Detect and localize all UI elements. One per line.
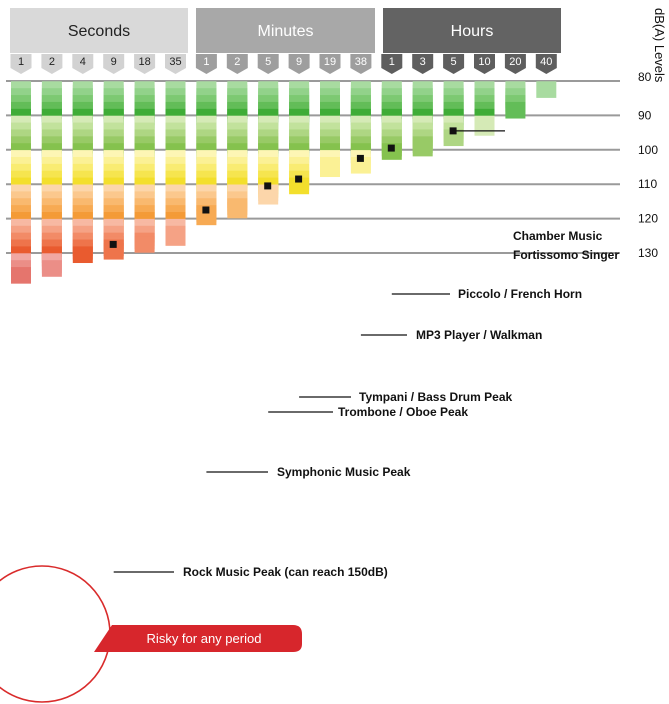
annotation-label-2: Piccolo / French Horn — [458, 287, 582, 301]
tab-label-seconds: Seconds — [68, 23, 130, 40]
badge-label-seconds-35: 35 — [169, 56, 181, 68]
badge-seconds-35 — [165, 54, 186, 74]
badge-seconds-9 — [103, 54, 125, 74]
annotation-marker-4 — [295, 175, 303, 183]
tab-seconds — [10, 8, 188, 53]
y-axis-label: dB(A) Levels — [652, 8, 667, 83]
risk-circle — [0, 565, 111, 703]
badge-label-seconds-4: 4 — [80, 56, 86, 68]
y-tick-100: 100 — [638, 143, 658, 157]
annotation-marker-5 — [264, 182, 272, 190]
cell-c9-db111 — [258, 187, 279, 205]
badge-minutes-1 — [195, 54, 217, 74]
risk-callout-label: Risky for any period — [147, 631, 262, 646]
annotation-label-1-line2: Fortissomo Singer — [513, 248, 619, 262]
annotation-marker-3 — [356, 154, 364, 162]
badge-label-hours-5: 5 — [451, 56, 457, 68]
risk-zone: Risky for any period — [0, 565, 302, 703]
y-tick-130: 130 — [638, 246, 658, 260]
annotation-marker-7 — [109, 240, 117, 248]
tab-hours — [383, 8, 561, 53]
badge-minutes-2 — [226, 54, 248, 74]
cell-c6-db123 — [165, 229, 186, 246]
badge-minutes-9 — [288, 54, 310, 74]
cell-c4-db127 — [103, 242, 124, 260]
duration-tabs: Seconds Minutes Hours — [10, 8, 561, 53]
cell-c17-db86 — [505, 101, 526, 119]
cell-c12-db102 — [350, 156, 371, 174]
badge-seconds-18 — [134, 54, 156, 74]
cell-c18-db80 — [536, 81, 557, 98]
badge-label-minutes-1: 1 — [203, 56, 209, 68]
cell-c1-db134 — [11, 267, 31, 284]
cell-c8-db115 — [227, 201, 248, 219]
annotation-label-4: Tympani / Bass Drum Peak — [359, 390, 512, 404]
badge-label-hours-1: 1 — [389, 56, 395, 68]
badge-hours-3 — [412, 54, 434, 74]
badge-seconds-1 — [10, 54, 32, 74]
cell-c3-db128 — [72, 246, 93, 264]
badge-label-hours-40: 40 — [540, 56, 552, 68]
badge-minutes-19 — [319, 54, 341, 74]
badge-hours-5 — [443, 54, 465, 74]
badge-label-seconds-1: 1 — [18, 56, 24, 68]
badge-label-minutes-5: 5 — [265, 56, 271, 68]
badge-label-hours-10: 10 — [478, 56, 490, 68]
badge-label-minutes-9: 9 — [296, 56, 302, 68]
y-tick-90: 90 — [638, 108, 652, 122]
cell-c2-db132 — [41, 260, 62, 277]
y-tick-80: 80 — [638, 70, 652, 84]
duration-badges: 1 2 4 9 18 35 1 2 5 9 19 38 1 3 5 10 20 40 — [10, 54, 557, 74]
y-tick-labels: 80 90 100 110 120 130 — [638, 70, 658, 260]
badge-hours-40 — [535, 54, 557, 74]
cell-c14-db97 — [412, 139, 433, 157]
risk-callout — [94, 625, 302, 652]
annotation-label-7: Rock Music Peak (can reach 150dB) — [183, 565, 388, 579]
badge-label-seconds-2: 2 — [49, 56, 55, 68]
cell-c10-db108 — [289, 177, 310, 195]
annotation-label-6: Symphonic Music Peak — [277, 465, 411, 479]
cells-layer — [11, 81, 557, 284]
annotations: Chamber Music Fortissomo Singer Piccolo / … — [109, 127, 619, 579]
badge-label-seconds-9: 9 — [111, 56, 117, 68]
annotation-label-5: Trombone / Oboe Peak — [338, 405, 468, 419]
cell-c11-db103 — [320, 160, 340, 178]
cell-c15-db94 — [443, 129, 464, 147]
badge-seconds-2 — [41, 54, 63, 74]
y-tick-110: 110 — [638, 177, 657, 191]
badge-hours-20 — [504, 54, 526, 74]
cell-c5-db125 — [134, 236, 155, 253]
annotation-label-1: Chamber Music — [513, 229, 603, 243]
annotation-marker-2 — [387, 144, 395, 152]
badge-hours-1 — [381, 54, 403, 74]
badge-seconds-4 — [72, 54, 94, 74]
y-tick-120: 120 — [638, 212, 658, 226]
tab-label-minutes: Minutes — [257, 23, 313, 40]
badge-hours-10 — [474, 54, 495, 74]
badge-label-minutes-2: 2 — [234, 56, 240, 68]
tab-label-hours: Hours — [451, 23, 494, 40]
annotation-marker-1 — [449, 127, 457, 135]
annotation-label-3: MP3 Player / Walkman — [416, 328, 542, 342]
cell-c7-db117 — [196, 208, 217, 226]
badge-minutes-5 — [257, 54, 279, 74]
badge-label-hours-20: 20 — [509, 56, 521, 68]
tab-minutes — [196, 8, 375, 53]
badge-label-minutes-38: 38 — [355, 56, 367, 68]
gridlines — [6, 80, 620, 254]
badge-label-hours-3: 3 — [420, 56, 426, 68]
badge-minutes-38 — [350, 54, 372, 74]
badge-label-seconds-18: 18 — [138, 56, 150, 68]
cell-c16-db91 — [474, 119, 495, 136]
annotation-marker-6 — [202, 206, 210, 214]
badge-label-minutes-19: 19 — [324, 56, 336, 68]
